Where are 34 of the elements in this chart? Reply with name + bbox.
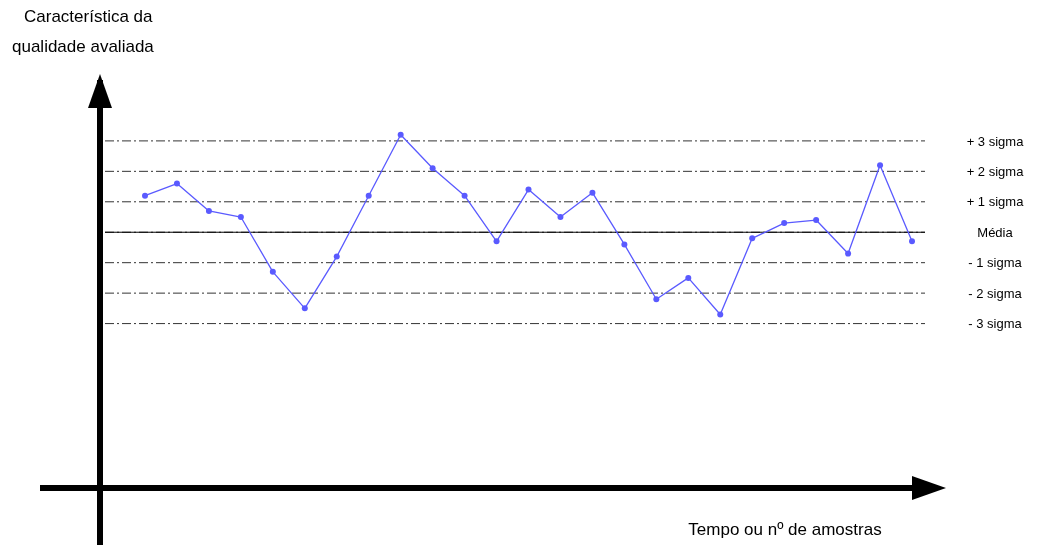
point bbox=[909, 238, 915, 245]
y-tick-label: + 2 sigma bbox=[966, 164, 1025, 179]
point bbox=[333, 253, 340, 260]
point bbox=[493, 238, 500, 245]
point bbox=[589, 189, 596, 196]
point bbox=[269, 268, 276, 275]
point bbox=[429, 165, 436, 172]
point bbox=[365, 192, 372, 199]
y-tick-label: Média bbox=[977, 224, 1014, 240]
y-tick-label: - 3 sigma bbox=[968, 316, 1023, 332]
point bbox=[557, 214, 564, 221]
y-axis-title: Característica da qualidade avaliada bbox=[12, 7, 155, 56]
point bbox=[142, 192, 148, 199]
point bbox=[301, 305, 308, 312]
point bbox=[173, 180, 180, 187]
x-axis-title: Tempo ou nº de amostras bbox=[688, 520, 882, 539]
point bbox=[781, 220, 788, 227]
point bbox=[685, 274, 692, 281]
y-tick-label: - 2 sigma bbox=[968, 285, 1023, 301]
point bbox=[621, 241, 628, 248]
y-tick-label: + 3 sigma bbox=[966, 133, 1025, 149]
point bbox=[205, 207, 212, 214]
point bbox=[397, 131, 404, 138]
point bbox=[813, 217, 820, 224]
point bbox=[717, 311, 724, 318]
point bbox=[653, 296, 660, 303]
point bbox=[461, 192, 468, 199]
point bbox=[749, 235, 756, 242]
y-tick-label: + 1 sigma bbox=[966, 194, 1025, 210]
point bbox=[845, 250, 852, 257]
point bbox=[237, 214, 244, 221]
point bbox=[877, 162, 884, 169]
y-tick-label: - 1 sigma bbox=[968, 255, 1023, 271]
point bbox=[525, 186, 532, 193]
